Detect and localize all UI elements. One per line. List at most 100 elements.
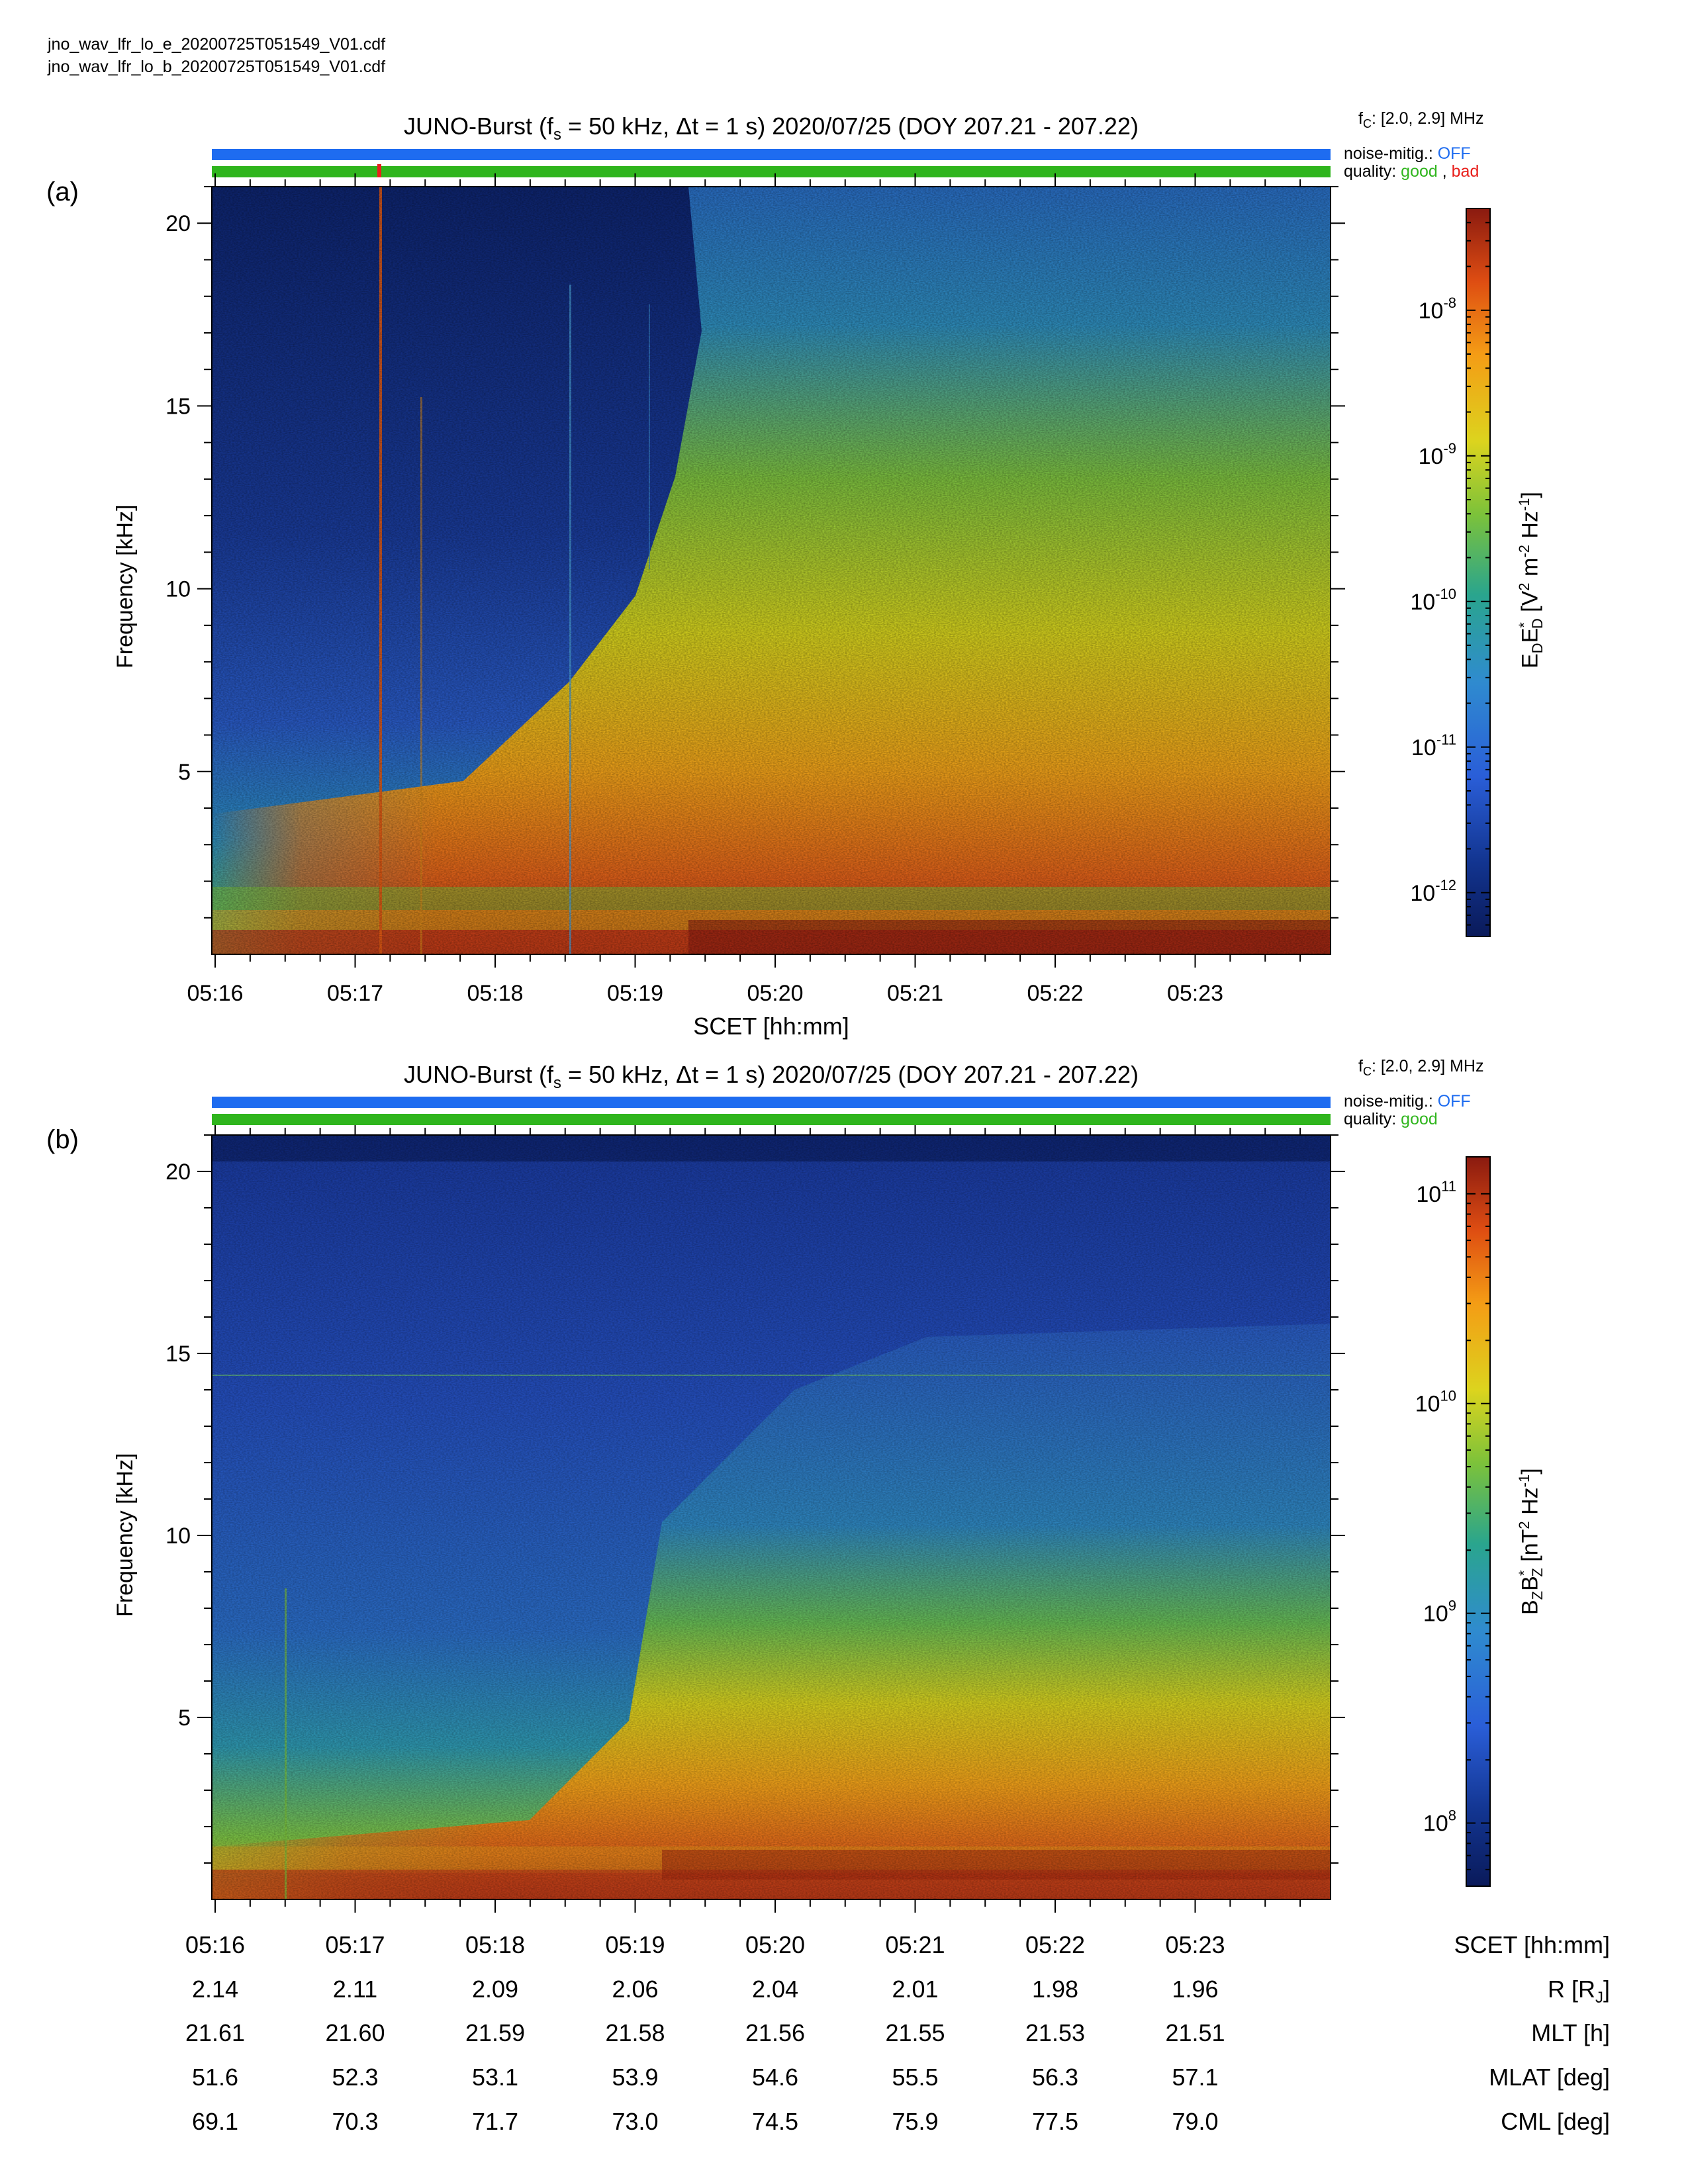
y-tick-label: 5: [178, 760, 191, 785]
quality-a-bad: bad: [1451, 162, 1479, 181]
quality-bad-marker-a: [377, 164, 381, 177]
file-name-e: jno_wav_lfr_lo_e_20200725T051549_V01.cdf: [48, 35, 386, 54]
y-axis-label-a: Frequency [kHz]: [113, 504, 138, 668]
axes-b: 5 10 15 20: [165, 1122, 1345, 1913]
colorbar-tick-label: 1010: [1415, 1388, 1456, 1417]
x-tick-label: 05:23: [1167, 981, 1223, 1006]
fc-b-sub: C: [1362, 1065, 1372, 1078]
colorbar-a: [1466, 208, 1491, 937]
y-tick-label: 5: [178, 1706, 191, 1731]
ephemeris-cell: 79.0: [1172, 2108, 1219, 2135]
ephemeris-row-label: SCET [hh:mm]: [1454, 1931, 1610, 1958]
fc-b-value: : [2.0, 2.9] MHz: [1371, 1057, 1484, 1075]
ephemeris-cell: 54.6: [751, 2064, 799, 2091]
ephemeris-cell: 21.53: [1025, 2019, 1086, 2046]
ephemeris-cell: 21.51: [1165, 2019, 1225, 2046]
title-a-main: JUNO-Burst (f: [404, 113, 554, 140]
ephemeris-cell: 56.3: [1031, 2064, 1079, 2091]
x-tick-label: 05:22: [1027, 981, 1083, 1006]
ephemeris-cell: 05:22: [1025, 1931, 1086, 1958]
ephemeris-cell: 05:16: [185, 1931, 246, 1958]
ephemeris-cell: 05:18: [465, 1931, 526, 1958]
y-tick-label: 20: [165, 1160, 191, 1185]
colorbar-label-b: BZB*Z [nT2 Hz-1]: [1516, 1468, 1546, 1615]
fc-b-prefix: f: [1358, 1057, 1363, 1075]
title-a-sub: s: [553, 126, 562, 144]
panel-a-title: JUNO-Burst (fs = 50 kHz, Δt = 1 s) 2020/…: [404, 113, 1139, 144]
ephemeris-cell: 51.6: [191, 2064, 239, 2091]
ephemeris-cell: 2.09: [471, 1976, 519, 2003]
ephemeris-cell: 2.11: [332, 1976, 378, 2003]
x-tick-label: 05:19: [607, 981, 663, 1006]
ephemeris-cell: 75.9: [892, 2108, 939, 2135]
noise-bar-a: [212, 149, 1331, 160]
ephemeris-cell: 05:21: [885, 1931, 945, 1958]
noise-a-value: OFF: [1437, 144, 1471, 163]
panel-b-title: JUNO-Burst (fs = 50 kHz, Δt = 1 s) 2020/…: [404, 1061, 1139, 1093]
x-tick-label: 05:16: [187, 981, 243, 1006]
axes-a: 5 10 15 20 05:16 05:17 05:18 05:19 05:20 05:21 05:…: [165, 173, 1345, 1006]
ephemeris-cell: 77.5: [1031, 2108, 1079, 2135]
colorbar-b: [1466, 1156, 1491, 1887]
ephemeris-cell: 21.60: [325, 2019, 385, 2046]
x-axis-label-a: SCET [hh:mm]: [693, 1013, 849, 1040]
ephemeris-row-label: MLT [h]: [1531, 2019, 1610, 2046]
fc-a-value: : [2.0, 2.9] MHz: [1371, 109, 1484, 128]
y-tick-label: 15: [165, 1342, 191, 1367]
fc-label-b: fC: [2.0, 2.9] MHz: [1358, 1057, 1483, 1079]
ephemeris-cell: 71.7: [471, 2108, 519, 2135]
ephemeris-row-label: MLAT [deg]: [1489, 2064, 1610, 2091]
ephemeris-cell: 73.0: [612, 2108, 659, 2135]
colorbar-tick-label: 10-10: [1410, 586, 1456, 615]
ephemeris-cell: 21.59: [465, 2019, 526, 2046]
ephemeris-row-label: R [RJ]: [1547, 1976, 1610, 2007]
ephemeris-cell: 1.98: [1031, 1976, 1079, 2003]
noise-status-a: noise-mitig.: OFF: [1344, 145, 1471, 162]
noise-b-value: OFF: [1437, 1092, 1471, 1111]
ephemeris-cell: 21.56: [745, 2019, 806, 2046]
title-b-rest: = 50 kHz, Δt = 1 s) 2020/07/25 (DOY 207.…: [561, 1061, 1139, 1088]
colorbar-tick-label: 10-9: [1419, 440, 1456, 469]
x-tick-label: 05:20: [747, 981, 803, 1006]
ephemeris-cell: 21.55: [885, 2019, 945, 2046]
ephemeris-row-label: CML [deg]: [1501, 2108, 1610, 2135]
ephemeris-cell: 05:23: [1165, 1931, 1225, 1958]
y-tick-label: 10: [165, 577, 191, 602]
file-name-b: jno_wav_lfr_lo_b_20200725T051549_V01.cdf: [48, 58, 386, 76]
colorbar-tick-label: 108: [1423, 1807, 1456, 1837]
quality-a-label: quality:: [1344, 162, 1401, 181]
ephemeris-cell: 05:20: [745, 1931, 806, 1958]
fc-a-sub: C: [1362, 117, 1372, 130]
ephemeris-cell: 2.14: [191, 1976, 239, 2003]
ephemeris-cell: 21.58: [605, 2019, 665, 2046]
ephemeris-cell: 53.1: [471, 2064, 519, 2091]
noise-b-label: noise-mitig.:: [1344, 1092, 1438, 1111]
noise-bar-b: [212, 1097, 1331, 1108]
spectrogram-b: [212, 1135, 1331, 1899]
quality-status-a: quality: good , bad: [1344, 163, 1479, 180]
panel-label-b: (b): [46, 1125, 79, 1154]
y-tick-label: 15: [165, 394, 191, 419]
colorbar-label-a: EDE*D [V2 m-2 Hz-1]: [1516, 492, 1546, 668]
quality-bar-b: [212, 1114, 1331, 1125]
ephemeris-cell: 21.61: [185, 2019, 246, 2046]
x-tick-label: 05:17: [327, 981, 383, 1006]
plot-frame-b: [211, 1134, 1331, 1900]
ephemeris-cell: 74.5: [751, 2108, 799, 2135]
colorbar-tick-label: 10-8: [1419, 295, 1456, 324]
ephemeris-cell: 52.3: [332, 2064, 379, 2091]
y-axis-label-b: Frequency [kHz]: [113, 1453, 138, 1617]
quality-status-b: quality: good: [1344, 1111, 1438, 1128]
spectrogram-a: [212, 187, 1331, 954]
ephemeris-cell: 2.04: [751, 1976, 799, 2003]
ephemeris-cell: 2.01: [892, 1976, 939, 2003]
ephemeris-cell: 53.9: [612, 2064, 659, 2091]
ephemeris-cell: 57.1: [1172, 2064, 1219, 2091]
y-tick-label: 10: [165, 1524, 191, 1549]
ephemeris-cell: 1.96: [1172, 1976, 1219, 2003]
ephemeris-cell: 2.06: [612, 1976, 659, 2003]
x-tick-label: 05:21: [887, 981, 943, 1006]
ephemeris-cell: 70.3: [332, 2108, 379, 2135]
ephemeris-cell: 05:19: [605, 1931, 665, 1958]
